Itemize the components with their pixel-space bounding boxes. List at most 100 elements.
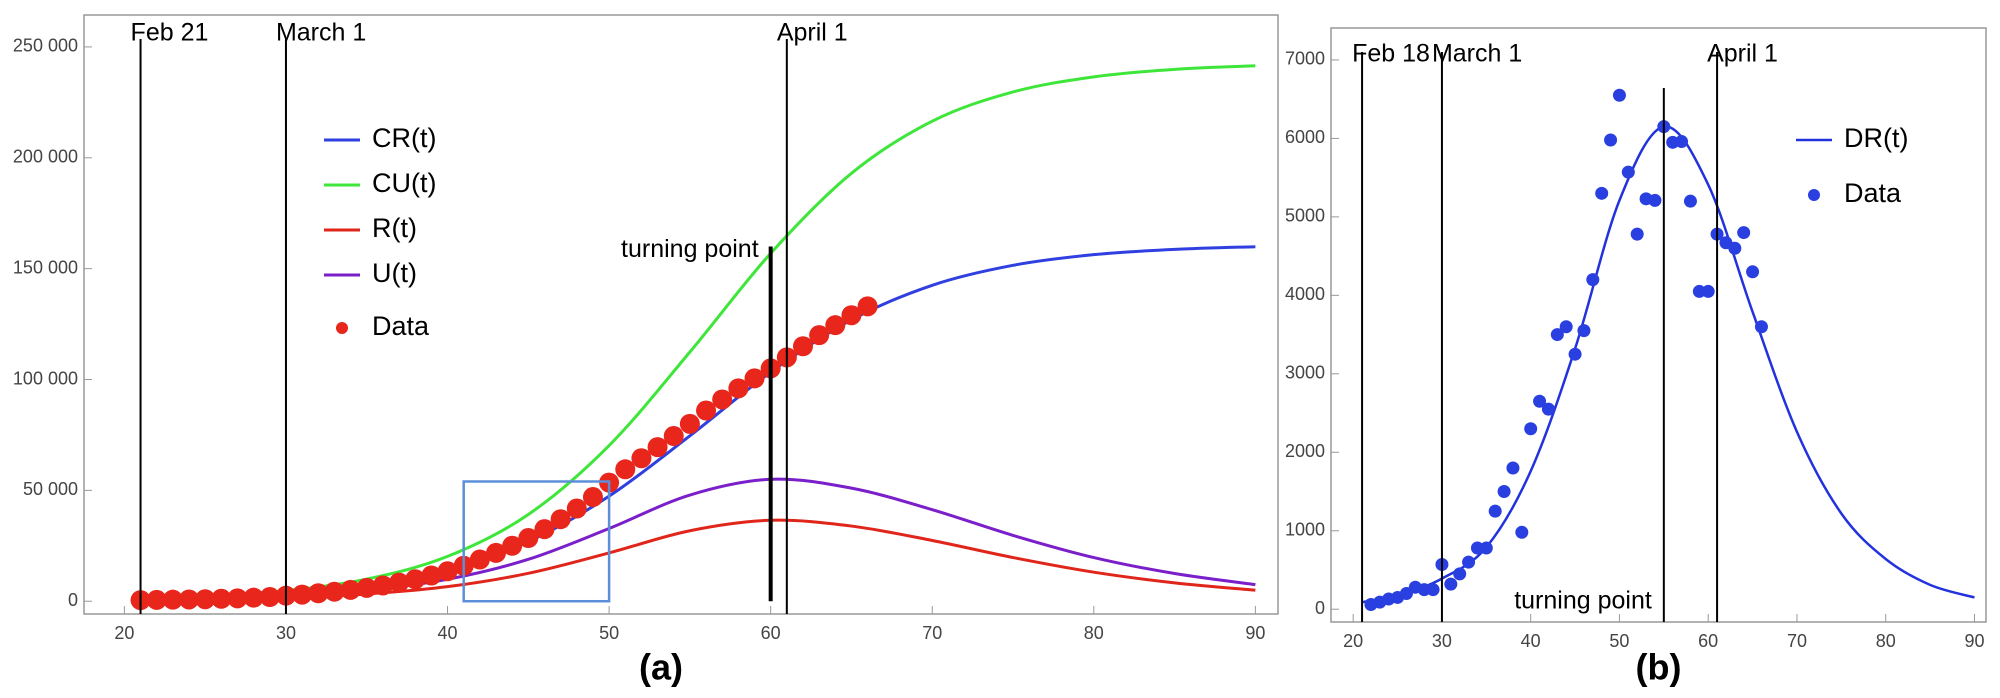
data-point [728,378,749,399]
x-tick-label: 80 [1876,631,1896,651]
date-label: Feb 18 [1352,40,1430,68]
y-tick-label: 1000 [1285,519,1325,539]
panel-label: (a) [639,647,683,688]
plot-frame [1330,27,1987,623]
y-tick-label: 3000 [1285,363,1325,383]
x-tick-label: 60 [1698,631,1718,651]
x-tick-label: 40 [438,623,458,643]
data-point [259,587,280,608]
legend-label: U(t) [372,258,417,288]
legend-swatch [1808,189,1820,201]
data-point [631,448,652,469]
data-point [1746,265,1760,279]
data-point [566,498,587,519]
data-point [324,581,345,602]
data-point [744,368,765,389]
legend-label: Data [372,311,430,341]
x-tick-label: 90 [1245,623,1265,643]
data-point [195,589,216,610]
x-tick-label: 70 [1787,631,1807,651]
data-point [179,589,200,610]
legend-label: Data [1844,178,1902,208]
data-point [1559,320,1573,334]
chart: 0 50 000 100 000 150 000 200 000 250 000 20 30 4… [13,14,1279,688]
data-point [1737,226,1751,240]
turning-label: turning point [621,235,759,263]
x-tick-label: 50 [599,623,619,643]
data-point [615,459,636,480]
data-point [857,296,878,317]
data-point [211,588,232,609]
chart: 0 1000 2000 3000 4000 5000 6000 7000 20 30 40 50 60 7… [1285,27,1987,688]
data-point [502,535,523,556]
data-point [372,575,393,596]
data-point [162,589,183,610]
data-point [1568,347,1582,361]
data-point [146,589,167,610]
data-point [550,509,571,530]
data-point [1550,328,1564,342]
data-point [1497,485,1511,499]
data-point [1488,504,1502,518]
data-point [389,572,410,593]
y-tick-label: 6000 [1285,127,1325,147]
data-point [356,577,377,598]
line-series [140,64,1256,600]
data-point [1577,324,1591,338]
x-tick-label: 20 [114,623,134,643]
date-label: March 1 [1432,40,1522,68]
x-tick-label: 30 [1432,631,1452,651]
data-point [308,583,329,604]
legend-label: R(t) [372,213,417,243]
data-point [1612,88,1626,102]
data-point [647,437,668,458]
date-label: April 1 [777,19,848,47]
data-point [696,400,717,421]
y-tick-label: 250 000 [13,36,78,56]
data-point [292,584,313,605]
panel-label: (b) [1636,647,1682,688]
legend-label: CU(t) [372,168,436,198]
data-point [1728,241,1742,255]
data-point [1586,273,1600,287]
x-tick-label: 80 [1084,623,1104,643]
y-tick-label: 5000 [1285,206,1325,226]
y-tick-label: 200 000 [13,147,78,167]
data-point [1533,394,1547,408]
data-point [712,389,733,410]
data-point [405,569,426,590]
data-point [469,549,490,570]
x-tick-label: 50 [1609,631,1629,651]
data-point [1683,194,1697,208]
y-tick-label: 50 000 [23,479,78,499]
data-point [243,587,264,608]
data-point [227,588,248,609]
y-tick-label: 7000 [1285,49,1325,69]
date-label: April 1 [1707,40,1778,68]
highlight-box [462,480,611,603]
data-point [1648,193,1662,207]
y-tick-label: 100 000 [13,368,78,388]
data-point [1453,567,1467,581]
x-tick-label: 20 [1343,631,1363,651]
data-point [1630,227,1644,241]
turning-label: turning point [1514,587,1652,615]
data-point [1621,165,1635,179]
data-point [663,426,684,447]
data-point [1515,525,1529,539]
plot-frame [83,14,1279,615]
data-point [1754,320,1768,334]
data-point [1444,577,1458,591]
date-label: March 1 [276,19,366,47]
x-tick-label: 90 [1964,631,1984,651]
data-point [582,487,603,508]
line-series [140,477,1256,602]
x-tick-label: 40 [1521,631,1541,651]
data-point [340,579,361,600]
y-tick-label: 0 [68,590,78,610]
data-point [421,565,442,586]
data-point [1426,583,1440,597]
data-point [518,528,539,549]
y-tick-label: 150 000 [13,257,78,277]
